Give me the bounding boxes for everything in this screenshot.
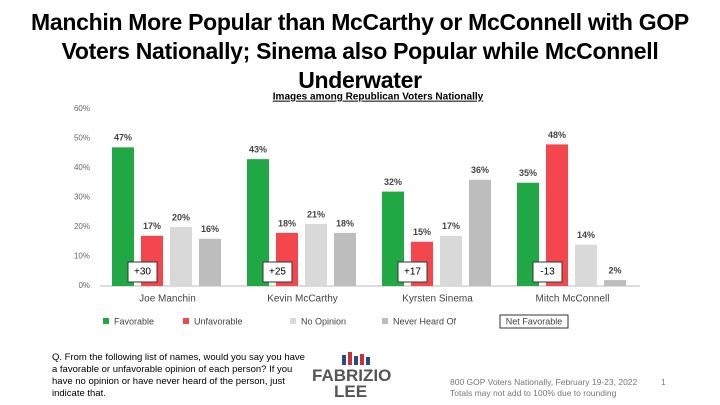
legend-label: Favorable [114,316,154,326]
logo: FABRIZIO LEE [312,366,392,401]
value-label: 21% [307,209,325,219]
bar [170,227,192,286]
value-label: 35% [519,168,537,178]
footnotes: 800 GOP Voters Nationally, February 19-2… [450,377,637,399]
value-label: 15% [413,227,431,237]
x-tick-label: Kyrsten Sinema [402,294,473,305]
net-favorable-box [397,261,428,283]
y-tick-label: 40% [74,163,90,172]
value-label: 16% [201,224,219,234]
net-favorable-label: +17 [404,267,421,278]
value-label: 14% [577,230,595,240]
bar [305,224,327,286]
bar [604,280,626,286]
net-favorable-box [127,261,158,283]
logo-icon [342,352,370,365]
y-tick-label: 60% [74,104,90,113]
net-favorable-box [532,261,563,283]
value-label: 36% [471,165,489,175]
value-label: 18% [336,218,354,228]
value-label: 32% [384,177,402,187]
net-favorable-label: +30 [134,267,151,278]
bar [247,159,269,286]
legend-swatch [382,318,388,324]
legend-swatch [103,318,109,324]
y-tick-label: 20% [74,222,90,231]
y-tick-label: 10% [74,252,90,261]
bar [469,179,491,286]
bar [575,244,597,286]
value-label: 43% [249,145,267,155]
value-label: 17% [442,221,460,231]
slide-title: Manchin More Popular than McCarthy or Mc… [31,9,689,93]
value-label: 18% [278,218,296,228]
y-tick-label: 0% [78,281,90,290]
footnote: Totals may not add to 100% due to roundi… [450,388,617,398]
x-tick-label: Joe Manchin [139,294,196,305]
footnote: 800 GOP Voters Nationally, February 19-2… [450,377,638,387]
value-label: 48% [548,130,566,140]
y-tick-label: 30% [74,193,90,202]
logo-line: LEE [334,382,368,401]
bar [199,238,221,286]
net-favorable-box [262,261,293,283]
bar [112,147,134,286]
legend-net-box [499,314,569,329]
question-text: Q. From the following list of names, wou… [52,352,305,399]
bar [517,182,539,286]
legend-swatch [183,318,189,324]
legend-swatch [290,318,296,324]
net-favorable-label: -13 [540,267,555,278]
value-label: 17% [143,221,161,231]
chart-subtitle: Images among Republican Voters Nationall… [273,92,484,103]
legend-label: No Opinion [301,316,346,326]
value-label: 2% [608,265,621,275]
bar [440,235,462,286]
legend-label: Unfavorable [194,316,243,326]
x-tick-label: Kevin McCarthy [267,294,338,305]
bar [334,232,356,286]
value-label: 20% [172,212,190,222]
y-tick-label: 50% [74,134,90,143]
legend-label: Net Favorable [506,316,563,326]
x-tick-label: Mitch McConnell [536,294,610,305]
page-number: 1 [661,377,666,387]
net-favorable-label: +25 [269,267,286,278]
bar [546,144,568,286]
legend-label: Never Heard Of [393,316,457,326]
logo-line: FABRIZIO [312,366,392,385]
value-label: 47% [114,133,132,143]
